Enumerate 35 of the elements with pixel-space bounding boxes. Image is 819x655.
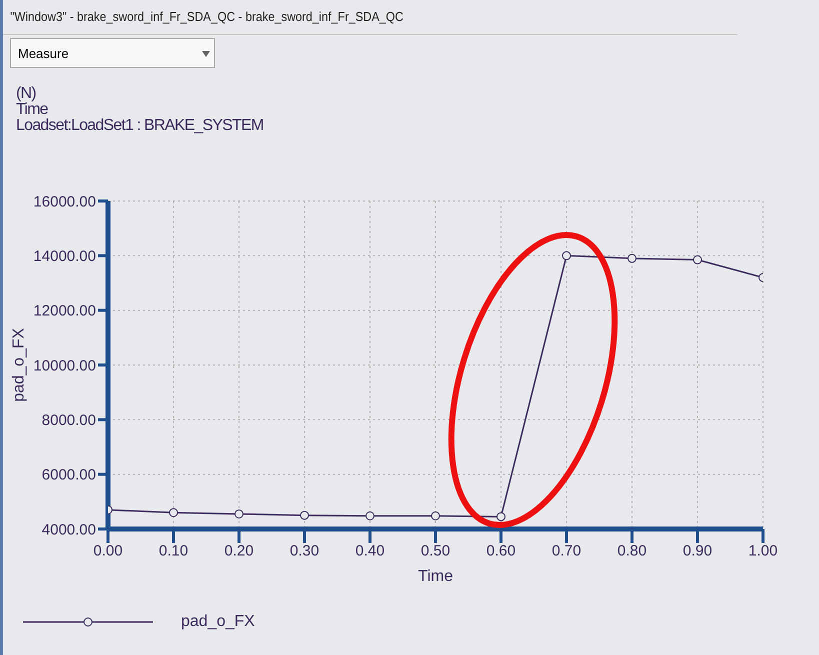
x-tick-label: 0.50 bbox=[420, 542, 450, 560]
x-tick-label: 0.80 bbox=[617, 542, 647, 560]
x-tick-label: 0.00 bbox=[93, 542, 123, 560]
y-tick-label: 8000.00 bbox=[42, 412, 96, 429]
point bbox=[431, 511, 440, 520]
point bbox=[169, 508, 178, 518]
x-tick-label: 0.70 bbox=[552, 542, 582, 560]
y-tick-label: 16000.00 bbox=[33, 193, 96, 210]
point bbox=[562, 251, 571, 260]
text: (N) bbox=[16, 85, 37, 102]
x-tick-label: 0.90 bbox=[682, 542, 712, 560]
y-tick-label: 12000.00 bbox=[33, 302, 96, 320]
text: pad_o_FX bbox=[181, 613, 255, 631]
x-tick-label: 0.30 bbox=[290, 542, 320, 560]
x-tick-label: 0.60 bbox=[486, 542, 516, 560]
x-tick-label: 0.10 bbox=[158, 542, 188, 560]
text: Loadset:LoadSet1 : BRAKE_SYSTEM bbox=[16, 117, 264, 134]
y-tick-label: 10000.00 bbox=[33, 357, 96, 374]
text: Time bbox=[16, 101, 49, 118]
point bbox=[366, 511, 374, 520]
x-tick-label: 1.00 bbox=[748, 542, 778, 560]
y-tick-label: 4000.00 bbox=[42, 521, 96, 538]
point bbox=[496, 512, 506, 522]
y-tick-label: 6000.00 bbox=[42, 466, 96, 484]
x-axis-title: Time bbox=[418, 568, 454, 585]
point bbox=[300, 510, 309, 520]
point bbox=[234, 509, 244, 518]
text: Measure bbox=[10, 38, 215, 68]
y-axis-title: pad_o_FX bbox=[10, 328, 28, 402]
point bbox=[628, 254, 636, 263]
chart-title: "Window3" - brake_sword_inf_Fr_SDA_QC - brake_sword_inf_Fr_SDA_QC bbox=[3, 0, 738, 35]
y-tick-label: 14000.00 bbox=[33, 248, 96, 265]
x-tick-label: 0.20 bbox=[224, 542, 254, 560]
x-tick-label: 0.40 bbox=[355, 542, 385, 560]
point bbox=[693, 255, 702, 264]
